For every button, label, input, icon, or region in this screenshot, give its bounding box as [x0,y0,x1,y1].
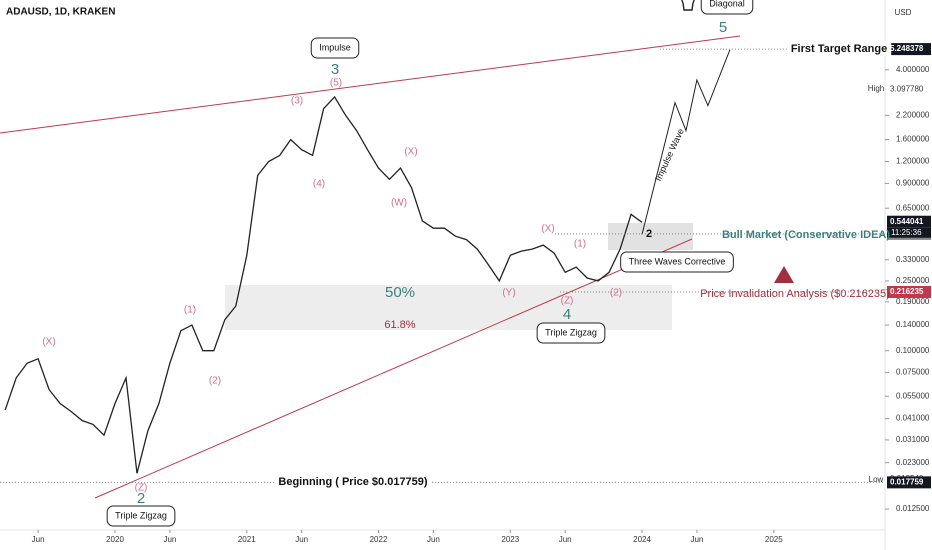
annotation: (4) [313,179,325,190]
price-label: 5.248378 [890,44,924,53]
annotation: (Y) [502,288,515,299]
annotation-box [310,37,360,59]
price-label: 0.017759 [890,477,924,486]
label-bg [274,475,432,489]
annotation: Impulse [319,42,351,52]
annotation: Beginning ( Price $0.017759) [278,476,428,488]
annotation: Three Waves Corrective [629,256,726,266]
price-label-box [887,476,931,489]
currency: USD [895,8,912,17]
annotation: (3) [291,96,303,107]
price-label-box [887,215,931,228]
annotation: 61.8% [384,319,415,331]
x-tick-label: 2021 [238,535,256,544]
y-tick-label: 0.012500 [896,504,930,513]
y-tick-label: 0.023000 [896,458,930,467]
y-tick-label: 0.031000 [896,435,930,444]
countdown-box [887,227,931,238]
y-tick-label: 0.190000 [896,297,930,306]
annotation: 4 [563,306,571,323]
y-tick-label: 0.100000 [896,346,930,355]
annotation: (X) [42,337,55,348]
annotation-box [700,0,754,15]
x-tick-label: 2020 [106,535,124,544]
annotation-box [620,251,734,273]
annotation: (5) [330,78,342,89]
x-tick-label: Jun [690,535,703,544]
projection-line [641,49,731,235]
annotation: First Target Range [791,43,887,55]
annotation-box [536,322,606,344]
annotation: (W) [391,198,407,209]
annotation: Diagonal [709,0,745,8]
annotation: (Z) [561,296,574,307]
annotation: 50% [385,284,415,301]
price-label-box [887,83,931,96]
y-tick-label: 0.041000 [896,414,930,423]
annotation: Impulse Wave [653,127,686,183]
x-tick-label: Jun [427,535,440,544]
x-tick-label: Jun [32,535,45,544]
y-tick-label: 1.600000 [896,135,930,144]
annotation: Price Invalidation Analysis ($0.216235) [700,288,890,300]
price-label-box [887,43,931,56]
y-tick-label: 0.140000 [896,320,930,329]
annotation: Bull Market (Conservative IDEA) [722,229,890,241]
annotation: (X) [541,224,554,235]
x-tick-label: Jun [559,535,572,544]
annotation: 2 [137,490,145,507]
annotation: 5 [719,19,727,36]
y-tick-label: 0.650000 [896,203,930,212]
y-tick-label: 4.000000 [896,65,930,74]
y-tick-label: 0.250000 [896,276,930,285]
chart-title: ADAUSD, 1D, KRAKEN [6,7,115,18]
warning-icon [774,266,794,283]
x-tick-label: 2022 [370,535,388,544]
price-label-box [887,285,931,298]
annotation: Triple Zigzag [545,327,597,337]
x-tick-label: 2024 [633,535,651,544]
annotation: (Z) [135,483,148,494]
y-tick-label: 1.200000 [896,157,930,166]
y-tick-label: 0.330000 [896,255,930,264]
y-tick-label: 2.200000 [896,110,930,119]
annotation: (1) [184,305,196,316]
x-tick-label: Jun [163,535,176,544]
annotation: Triple Zigzag [115,510,167,520]
annotation: (X) [404,147,417,158]
annotation: High [868,84,884,93]
x-tick-label: 2025 [765,535,783,544]
x-tick-label: 2023 [501,535,519,544]
y-tick-label: 0.055000 [896,391,930,400]
annotation: (2) [209,376,221,387]
bull-zone [608,223,693,250]
lower-trendline [94,238,693,499]
upper-trendline [0,35,741,134]
label-bg [786,42,892,56]
price-line [4,95,643,474]
price-label: 0.544041 [890,217,924,226]
annotation: (2) [610,288,622,299]
y-tick-label: 0.075000 [896,368,930,377]
x-tick-label: Jun [295,535,308,544]
fib-zone [225,285,672,330]
annotation: (1) [574,239,586,250]
annotation-box [106,505,176,527]
annotation: Low [869,475,884,484]
price-label: 3.097780 [890,84,924,93]
annotation: 3 [331,61,339,78]
annotation: 2 [646,228,652,240]
price-label: 0.216235 [890,287,924,296]
y-tick-label: 0.900000 [896,178,930,187]
bulb-icon [681,0,695,11]
countdown: 11:25:36 [891,228,922,237]
